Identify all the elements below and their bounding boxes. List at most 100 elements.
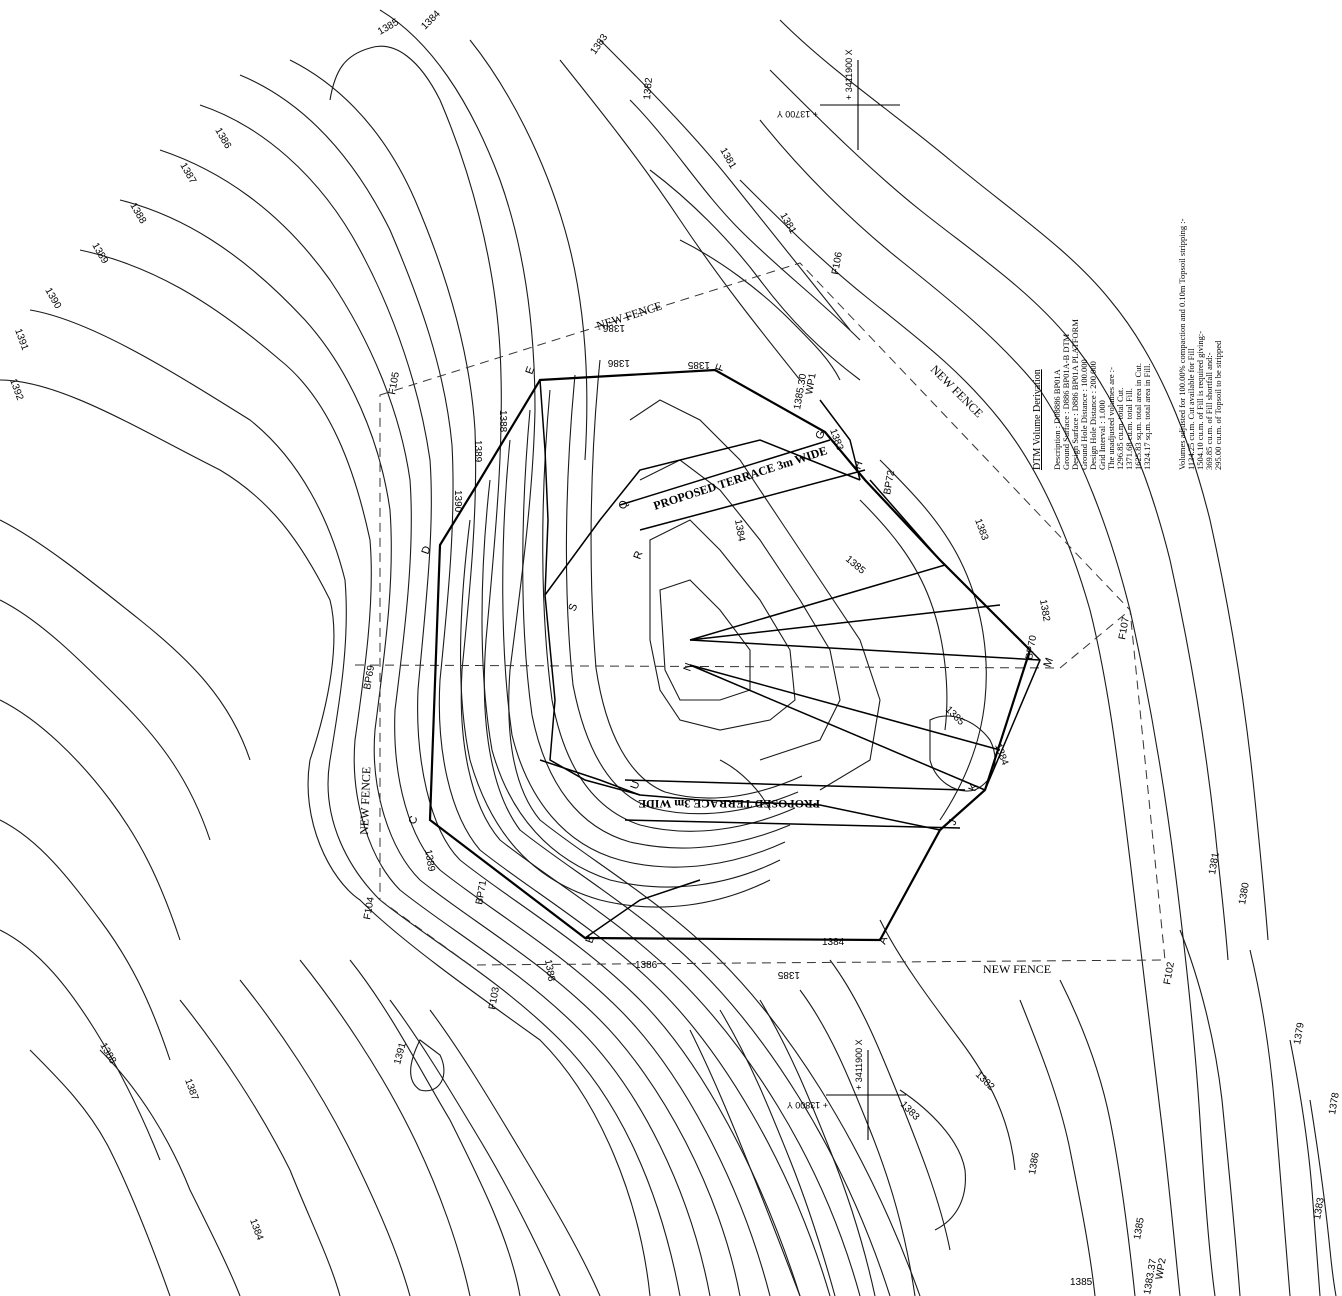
contour-label: 1386 <box>1027 1151 1042 1175</box>
point-label-e: E <box>524 365 538 376</box>
contours-west <box>0 9 921 1296</box>
notes-line: Ground Surface : D886 BP01A-B DTM <box>1061 333 1071 470</box>
fence-post-f102: F102 <box>1162 961 1177 986</box>
contour-label: 1384 <box>992 742 1010 767</box>
fence-post-f107: F107 <box>1117 616 1132 641</box>
notes-adjusted-head: Volumes adjusted for 100.00% compaction … <box>1177 218 1187 470</box>
point-label-b: B <box>584 934 598 945</box>
contour-label: 1388 <box>542 959 557 983</box>
grid-y-top: + 13700 Y <box>777 109 818 119</box>
grid-y-bottom: + 13800 Y <box>787 1100 828 1110</box>
contour-label: 1379 <box>1292 1021 1307 1045</box>
fence-posts: F103 F104 F105 F106 F107 F102 <box>362 251 1177 1011</box>
contour-label: 1389 <box>89 241 110 266</box>
terrace-label-lower: PROPOSED TERRACE 3m WIDE <box>638 797 820 811</box>
fence-labels: NEW FENCE NEW FENCE NEW FENCE NEW FENCE <box>357 298 1051 976</box>
point-label-k: K <box>967 781 981 793</box>
benchmarks: 1385.30 WP1 1383.37 WP2 <box>792 372 1169 1296</box>
point-label-r: R <box>632 549 646 561</box>
contour-label: 1382 <box>1037 599 1052 623</box>
fence-label-s: NEW FENCE <box>983 962 1051 976</box>
contour-label: 1381 <box>1207 851 1222 875</box>
survey-point-bp69: BP69 <box>362 664 377 690</box>
fence-post-f106: F106 <box>830 251 845 276</box>
fence-post-f105: F105 <box>387 371 402 396</box>
contour-label: 1380 <box>1237 881 1252 905</box>
notes-line: 1371.68 cu.m. total Fill. <box>1124 388 1134 470</box>
contour-label: 1392 <box>7 377 25 402</box>
contour-label: 1381 <box>717 146 738 171</box>
terrace-label-upper: PROPOSED TERRACE 3m WIDE <box>652 443 829 513</box>
contour-label: 1386 <box>607 357 630 368</box>
grid-labels: + 3411900 X + 13700 Y + 3411900 X + 1380… <box>777 49 864 1110</box>
survey-point-bp72: BP72 <box>882 469 897 495</box>
contour-label: 1383 <box>898 1099 922 1123</box>
contour-label: 1385 <box>1132 1216 1147 1240</box>
point-label-a: A <box>877 934 891 946</box>
point-label-n: N <box>682 661 696 673</box>
fence-post-f103: F103 <box>487 986 502 1011</box>
fence-label-ne: NEW FENCE <box>595 298 664 332</box>
contour-label: 1386 <box>635 960 658 971</box>
notes-adjusted-line: 369.85 cu.m. of Fill shortfall and:- <box>1204 352 1214 470</box>
contour-label: 1389 <box>472 440 483 463</box>
point-label-s: S <box>567 602 581 613</box>
benchmark-wp1-name: WP1 <box>804 372 819 396</box>
notes-adjusted-line: 295.00 cu.m. of Topsoil to be stripped <box>1213 340 1223 470</box>
contour-label: 1391 <box>392 1041 408 1066</box>
notes-line: Design Surface : D886 BP01A PLATFORM <box>1070 319 1080 470</box>
contour-label: 1385 <box>843 554 867 577</box>
point-label-m: M <box>1042 656 1056 669</box>
contour-label: 1384 <box>822 937 845 948</box>
point-label-c: C <box>407 814 421 826</box>
contour-label: 1391 <box>12 327 30 352</box>
contour-label: 1389 <box>422 849 437 873</box>
notes-adjusted-line: 1134.25 cu.m. Cut available for Fill <box>1186 348 1196 470</box>
contour-label: 1387 <box>182 1077 200 1102</box>
contour-label: 1384 <box>419 8 443 32</box>
terrace-labels: PROPOSED TERRACE 3m WIDE PROPOSED TERRAC… <box>638 443 829 811</box>
contour-label: 1381 <box>777 211 798 236</box>
contour-label: 1388 <box>497 410 508 433</box>
contour-label: 1386 <box>602 322 625 333</box>
contour-label: 1390 <box>42 286 63 311</box>
contour-label: 1383 <box>827 427 845 452</box>
point-label-h: H <box>852 459 866 471</box>
notes-line: 1324.17 sq.m. total area in Fill. <box>1142 364 1152 470</box>
fence-label-w: NEW FENCE <box>357 767 373 836</box>
survey-point-bp70: BP70 <box>1024 634 1039 660</box>
point-label-g: G <box>814 429 828 441</box>
contour-label: 1385 <box>943 704 967 728</box>
fence-label-e: NEW FENCE <box>928 362 986 420</box>
contour-label: 1383 <box>972 517 990 542</box>
point-label-j: J <box>947 818 960 827</box>
notes-line: Ground Hole Distance : 100.000 <box>1079 359 1089 470</box>
notes-line: 1625.83 sq.m. total area in Cut. <box>1133 363 1143 470</box>
contour-label: 1378 <box>1327 1091 1342 1115</box>
platform-point-labels: D E C G H Q R S N U K J A B F M <box>407 362 1056 946</box>
grid-x-top: + 3411900 X <box>844 49 854 100</box>
contour-label: 1385 <box>376 17 401 38</box>
contour-label: 1384 <box>247 1217 265 1242</box>
platform-contours <box>459 359 996 908</box>
contour-label: 1387 <box>177 161 198 186</box>
new-fence-line <box>354 262 1166 966</box>
point-label-f: F <box>714 362 728 373</box>
benchmark-wp2-name: WP2 <box>1154 1257 1169 1281</box>
fence-post-f104: F104 <box>362 896 377 921</box>
notes-title: DTM Volume Derivation <box>1032 369 1043 470</box>
notes-line: Grid Interval : 1.000 <box>1097 400 1107 470</box>
contour-label: 1383 <box>1312 1196 1327 1220</box>
notes-adjusted-line: 1504.10 cu.m. of Fill is required giving… <box>1195 331 1205 470</box>
grid-x-bottom: + 3411900 X <box>854 1039 864 1090</box>
contour-label: 1386 <box>212 126 233 151</box>
contour-label: 1382 <box>973 1069 997 1093</box>
contour-label: 1385 <box>777 969 800 980</box>
dtm-notes: DTM Volume Derivation Description : D088… <box>1032 218 1223 470</box>
point-label-d: D <box>420 544 434 556</box>
point-label-q: Q <box>617 498 631 511</box>
contour-label: 1385 <box>687 359 710 370</box>
contour-label: 1384 <box>732 519 747 543</box>
contour-label: 1382 <box>642 77 655 101</box>
contour-label: 1390 <box>452 490 463 513</box>
